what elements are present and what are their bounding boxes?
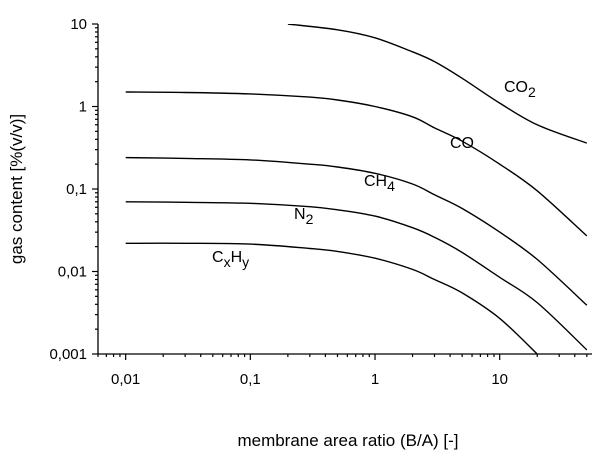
series-label-co2: CO2: [504, 79, 536, 100]
series-label-sub: 2: [306, 211, 314, 227]
y-tick-label: 1: [79, 99, 87, 116]
series-label-main: N: [294, 206, 306, 223]
x-axis-title: membrane area ratio (B/A) [-]: [237, 431, 458, 450]
y-tick-label: 0,01: [58, 264, 87, 281]
tick-labels: 0,001 0,01 0,1 1 10 0,01 0,1 1 10: [49, 16, 508, 388]
series-label-sub2: y: [242, 254, 249, 270]
y-tick-label: 0,1: [66, 181, 87, 198]
axes: [97, 24, 592, 355]
series-label-n2: N2: [294, 206, 314, 227]
series-label-ch4: CH4: [364, 173, 395, 194]
series-label-main: CO: [504, 79, 528, 96]
series-label-sub: x: [224, 254, 231, 270]
series-label-main2: H: [231, 249, 243, 266]
y-tick-label: 10: [70, 16, 87, 33]
x-tick-label: 0,01: [111, 371, 140, 388]
series-line-ch4: [125, 156, 588, 306]
x-tick-label: 10: [491, 371, 508, 388]
x-tick-label: 0,1: [240, 371, 261, 388]
ticks: [92, 23, 588, 360]
series-label-sub: 2: [528, 84, 536, 100]
y-tick-label: 0,001: [49, 346, 87, 363]
series-label-co: CO: [450, 135, 474, 152]
series-line-cxhy: [125, 242, 538, 354]
series-label-sub: 4: [387, 178, 395, 194]
series-line-co2: [287, 24, 588, 144]
curves: [125, 24, 588, 354]
series-label-main: C: [212, 249, 224, 266]
series-line-co: [125, 91, 588, 237]
series-label-main: CH: [364, 173, 387, 190]
series-label-cxhy: CxHy: [212, 249, 249, 270]
y-axis-title: gas content [%(v/v)]: [7, 114, 26, 264]
series-label-main: CO: [450, 135, 474, 152]
series-line-n2: [125, 201, 588, 351]
x-tick-label: 1: [371, 371, 379, 388]
